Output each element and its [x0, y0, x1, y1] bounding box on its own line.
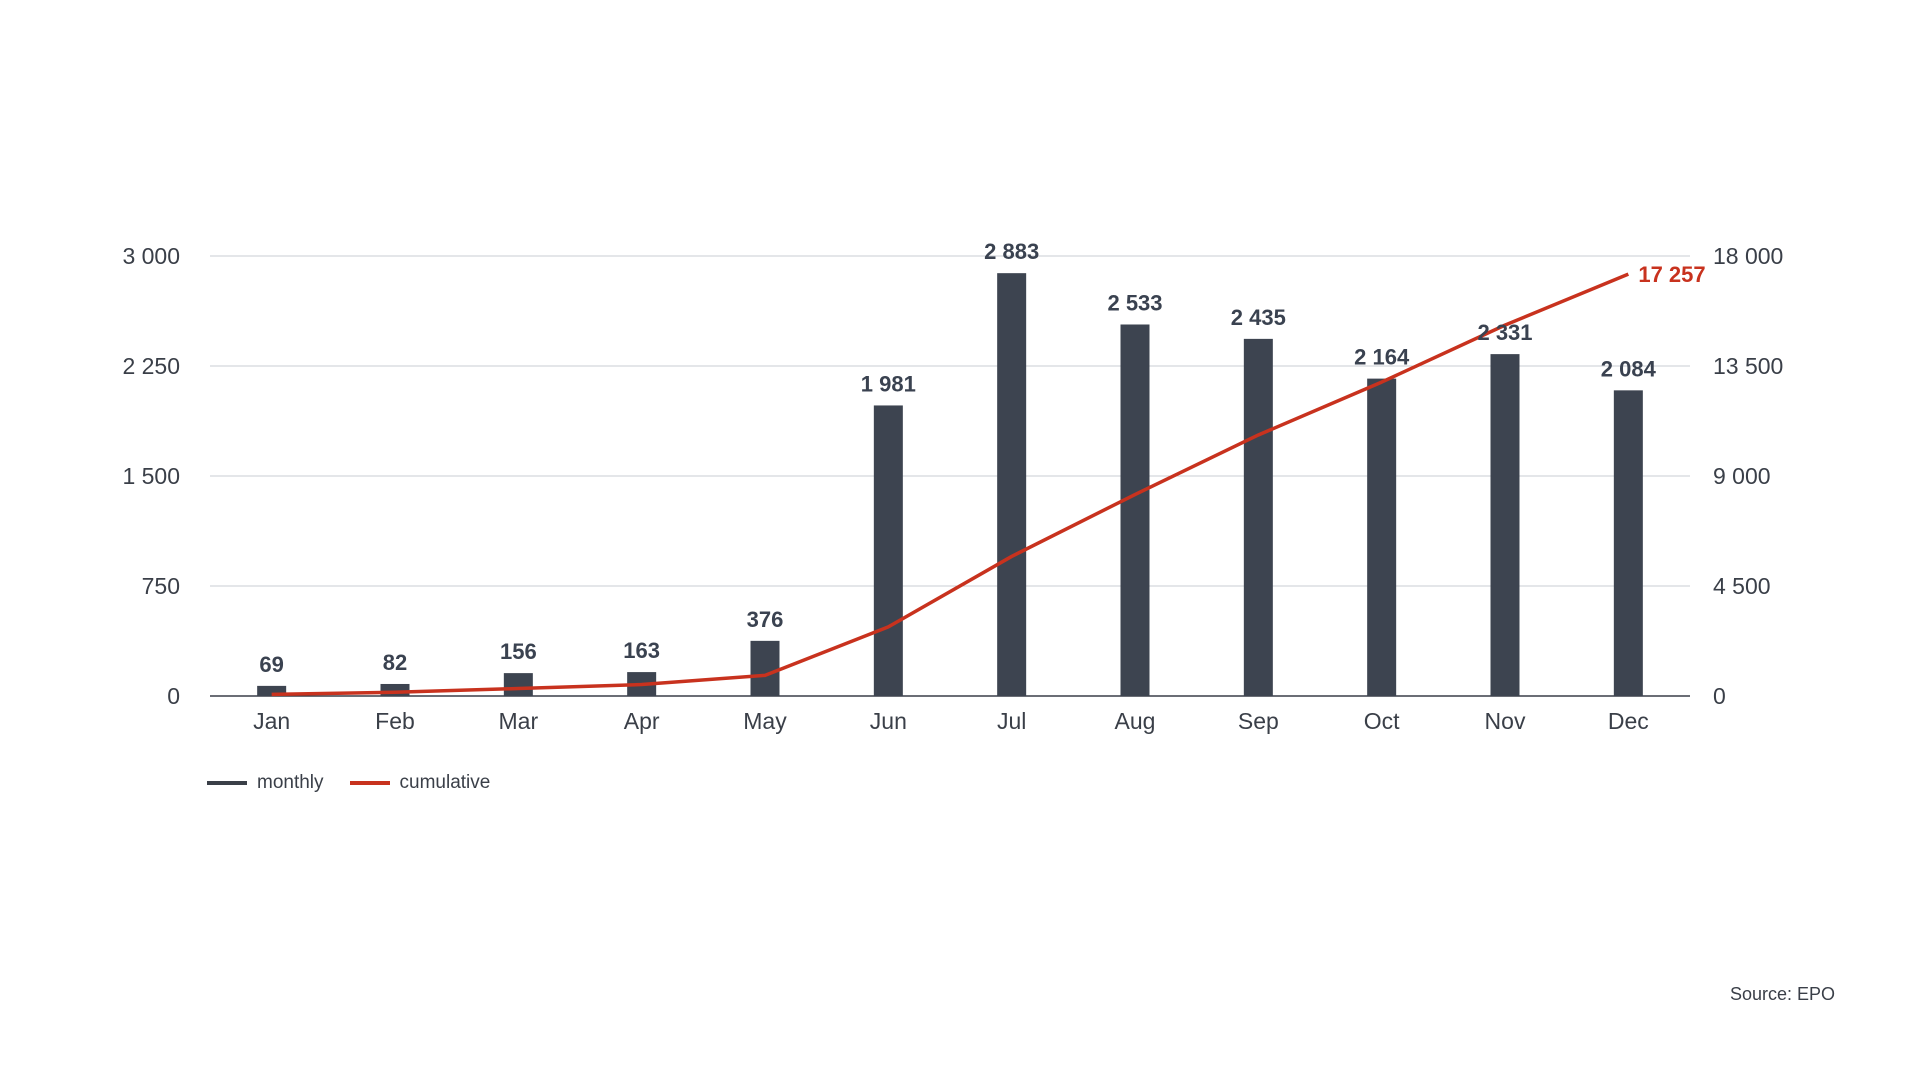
legend-item-cumulative: cumulative — [350, 772, 491, 794]
bar-value-label: 2 084 — [1601, 356, 1657, 381]
y-left-tick-label: 3 000 — [122, 243, 180, 269]
grid-lines — [210, 256, 1690, 696]
x-axis-ticks: Jan Feb Mar Apr May Jun Jul Aug Sep Oct Nov Dec — [253, 708, 1649, 734]
x-tick-label: Feb — [375, 708, 415, 734]
legend-swatch-monthly — [207, 781, 247, 785]
bar-value-label: 69 — [259, 652, 283, 677]
cumulative-end-label: 17 257 — [1638, 262, 1705, 287]
x-tick-label: Nov — [1485, 708, 1526, 734]
bar-sep — [1244, 339, 1273, 696]
legend-item-monthly: monthly — [207, 772, 324, 794]
bar-value-label: 2 331 — [1477, 320, 1532, 345]
x-tick-label: Mar — [499, 708, 539, 734]
x-tick-label: Oct — [1364, 708, 1400, 734]
legend-label-monthly: monthly — [257, 772, 324, 794]
cumulative-line — [272, 274, 1629, 694]
bar-mar — [504, 673, 533, 696]
bar-value-label: 2 164 — [1354, 345, 1410, 370]
y-right-tick-label: 13 500 — [1713, 353, 1783, 379]
x-tick-label: Jan — [253, 708, 290, 734]
y-left-tick-label: 750 — [142, 573, 180, 599]
y-right-tick-label: 0 — [1713, 683, 1726, 709]
legend-label-cumulative: cumulative — [400, 772, 491, 794]
x-tick-label: May — [743, 708, 787, 734]
bar-value-label: 2 883 — [984, 239, 1039, 264]
bar-value-label: 2 435 — [1231, 305, 1286, 330]
x-tick-label: Jun — [870, 708, 907, 734]
bar-value-label: 163 — [623, 638, 660, 663]
y-left-tick-label: 1 500 — [122, 463, 180, 489]
bar-aug — [1121, 324, 1150, 696]
bar-value-label: 2 533 — [1107, 290, 1162, 315]
x-tick-label: Sep — [1238, 708, 1279, 734]
bar-value-label: 1 981 — [861, 371, 916, 396]
left-axis-ticks: 0 750 1 500 2 250 3 000 — [122, 243, 180, 709]
x-tick-label: Jul — [997, 708, 1026, 734]
cumulative-line-group — [272, 274, 1629, 694]
right-axis-ticks: 0 4 500 9 000 13 500 18 000 — [1713, 243, 1783, 709]
bar-may — [751, 641, 780, 696]
legend: monthly cumulative — [207, 772, 516, 794]
y-right-tick-label: 18 000 — [1713, 243, 1783, 269]
bar-value-label: 376 — [747, 607, 784, 632]
bar-dec — [1614, 390, 1643, 696]
x-tick-label: Aug — [1115, 708, 1156, 734]
y-left-tick-label: 0 — [167, 683, 180, 709]
x-tick-label: Dec — [1608, 708, 1649, 734]
data-labels: 69 82 156 163 376 1 981 2 883 2 533 2 435 2 164 2 … — [259, 239, 1705, 677]
bar-jul — [997, 273, 1026, 696]
bar-jun — [874, 405, 903, 696]
y-left-tick-label: 2 250 — [122, 353, 180, 379]
x-tick-label: Apr — [624, 708, 660, 734]
bar-value-label: 156 — [500, 639, 537, 664]
y-right-tick-label: 4 500 — [1713, 573, 1771, 599]
bar-nov — [1491, 354, 1520, 696]
y-right-tick-label: 9 000 — [1713, 463, 1771, 489]
legend-swatch-cumulative — [350, 781, 390, 785]
bar-value-label: 82 — [383, 650, 407, 675]
monthly-bars — [257, 273, 1643, 696]
source-note: Source: EPO — [1730, 984, 1835, 1005]
bar-oct — [1367, 379, 1396, 696]
